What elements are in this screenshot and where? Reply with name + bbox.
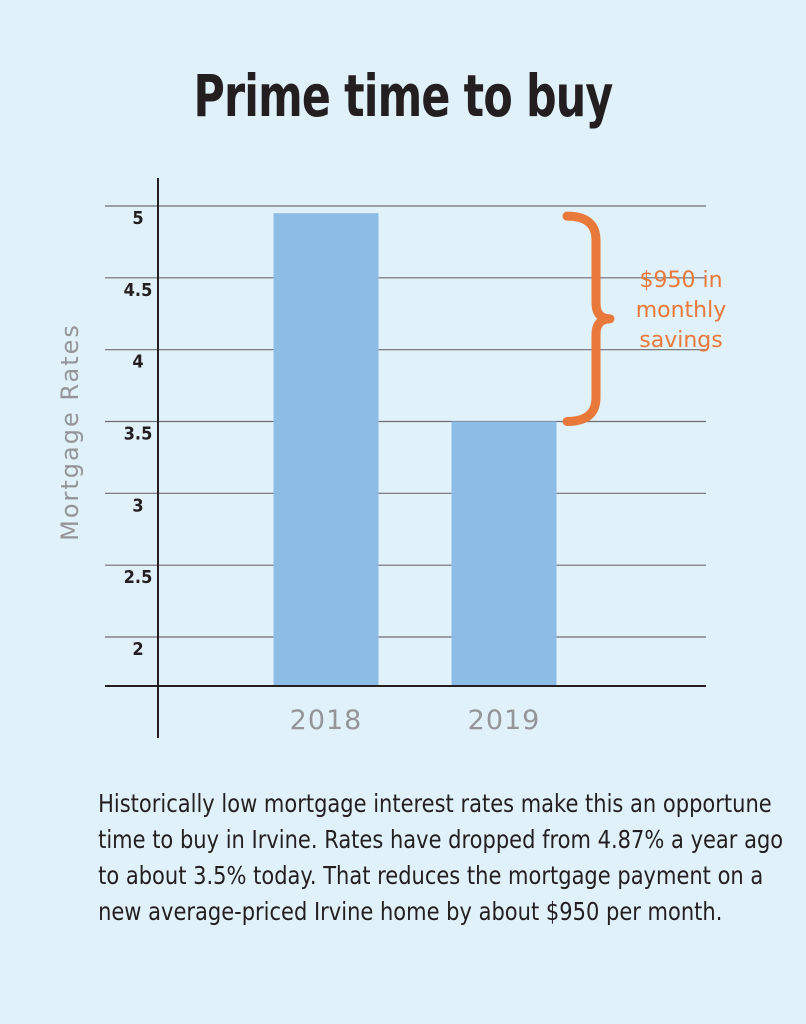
chart-title: Prime time to buy bbox=[193, 62, 613, 130]
y-tick-label: 4 bbox=[132, 352, 143, 373]
bar-2019 bbox=[451, 421, 557, 686]
bar-chart: 2 2.5 3 3.5 4 4.5 5 2018 2019 Mortgage Rates $950 … bbox=[56, 178, 727, 738]
caption: Historically low mortgage interest rates… bbox=[40, 786, 784, 930]
bar-2018 bbox=[273, 213, 379, 686]
caption-line: to about 3.5% today. That reduces the mo… bbox=[98, 861, 764, 890]
y-tick-label: 4.5 bbox=[124, 280, 153, 301]
annotation-text: $950 in bbox=[639, 268, 722, 293]
caption-line: Historically low mortgage interest rates… bbox=[98, 789, 772, 818]
y-tick-label: 5 bbox=[132, 208, 143, 229]
caption-line: time to buy in Irvine. Rates have droppe… bbox=[98, 825, 784, 854]
caption-line: new average-priced Irvine home by about … bbox=[98, 897, 723, 926]
y-axis-label: Mortgage Rates bbox=[56, 323, 84, 541]
y-tick-label: 3 bbox=[132, 495, 143, 516]
annotation-text: savings bbox=[639, 328, 722, 353]
y-tick-label: 2 bbox=[132, 639, 143, 660]
annotation-text: monthly bbox=[636, 298, 727, 323]
y-tick-label: 3.5 bbox=[124, 424, 153, 445]
x-tick-label: 2019 bbox=[468, 705, 541, 736]
x-tick-label: 2018 bbox=[290, 705, 363, 736]
y-tick-label: 2.5 bbox=[124, 567, 153, 588]
savings-bracket bbox=[562, 211, 615, 426]
